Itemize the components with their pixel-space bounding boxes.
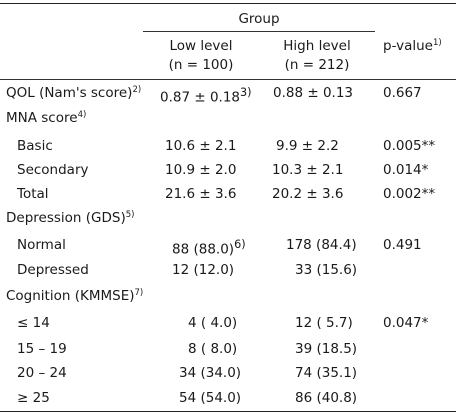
cog-le14-label: ≤ 14 — [17, 315, 50, 331]
mna-footnote: 4) — [77, 110, 87, 120]
cog-15-19-label: 15 – 19 — [17, 341, 67, 357]
group-header: Group — [238, 11, 280, 27]
mna-total-label: Total — [17, 186, 49, 202]
pvalue-header: p-value1) — [383, 38, 442, 54]
table-top-rule — [0, 3, 456, 4]
row-depression-label: Depression (GDS)5) — [6, 210, 134, 226]
high-level-header: High level — [283, 38, 351, 54]
cog-le14-pvalue: 0.047* — [383, 315, 429, 331]
dep-normal-pvalue: 0.491 — [383, 237, 422, 253]
cognition-footnote: 7) — [134, 288, 144, 298]
qol-low-value: 0.87 ± 0.18 — [160, 89, 241, 106]
pvalue-label: p-value — [383, 38, 433, 54]
mna-label-text: MNA score — [6, 110, 78, 126]
row-cognition-label: Cognition (KMMSE)7) — [6, 288, 143, 304]
dep-normal-low: 88 (88.0)6) — [172, 237, 246, 258]
cog-ge25-low: 54 (54.0) — [179, 390, 242, 406]
qol-low: 0.87 ± 0.183) — [160, 85, 252, 106]
low-level-header: Low level — [169, 38, 233, 54]
table-bottom-rule — [0, 411, 456, 412]
depression-label-text: Depression (GDS) — [6, 210, 126, 226]
mna-secondary-pvalue: 0.014* — [383, 162, 429, 178]
mna-secondary-label: Secondary — [17, 162, 89, 178]
qol-pvalue: 0.667 — [383, 85, 422, 101]
dep-normal-low-value: 88 (88.0) — [172, 241, 235, 258]
high-level-n: (n = 212) — [284, 57, 350, 73]
dep-depressed-label: Depressed — [17, 262, 89, 278]
pvalue-footnote: 1) — [432, 38, 442, 48]
cog-15-19-low: 8 ( 8.0) — [188, 341, 238, 357]
cog-ge25-label: ≥ 25 — [17, 390, 50, 406]
dep-depressed-high: 33 (15.6) — [295, 262, 358, 278]
mna-basic-label: Basic — [17, 138, 53, 154]
cog-ge25-high: 86 (40.8) — [295, 390, 358, 406]
qol-footnote: 2) — [132, 85, 142, 95]
dep-normal-low-footnote: 6) — [234, 238, 246, 251]
group-underline — [143, 31, 375, 32]
low-level-n: (n = 100) — [168, 57, 234, 73]
mna-total-pvalue: 0.002** — [383, 186, 436, 202]
row-mna-label: MNA score4) — [6, 110, 86, 126]
dep-normal-label: Normal — [17, 237, 66, 253]
mna-basic-high: 9.9 ± 2.2 — [276, 138, 339, 154]
cog-15-19-high: 39 (18.5) — [295, 341, 358, 357]
qol-low-footnote: 3) — [240, 86, 252, 99]
qol-label-text: QOL (Nam's score) — [6, 85, 133, 101]
cog-le14-low: 4 ( 4.0) — [188, 315, 238, 331]
cognition-label-text: Cognition (KMMSE) — [6, 288, 135, 304]
header-bottom-rule — [0, 79, 456, 80]
mna-basic-pvalue: 0.005** — [383, 138, 436, 154]
cog-le14-high: 12 ( 5.7) — [295, 315, 353, 331]
mna-secondary-high: 10.3 ± 2.1 — [272, 162, 344, 178]
dep-depressed-low: 12 (12.0) — [172, 262, 235, 278]
depression-footnote: 5) — [125, 210, 135, 220]
dep-normal-high: 178 (84.4) — [286, 237, 357, 253]
qol-high: 0.88 ± 0.13 — [273, 85, 354, 101]
cog-20-24-label: 20 – 24 — [17, 365, 67, 381]
row-qol-label: QOL (Nam's score)2) — [6, 85, 141, 101]
mna-basic-low: 10.6 ± 2.1 — [165, 138, 237, 154]
mna-secondary-low: 10.9 ± 2.0 — [165, 162, 237, 178]
mna-total-high: 20.2 ± 3.6 — [272, 186, 344, 202]
cog-20-24-high: 74 (35.1) — [295, 365, 358, 381]
cog-20-24-low: 34 (34.0) — [179, 365, 242, 381]
mna-total-low: 21.6 ± 3.6 — [165, 186, 237, 202]
